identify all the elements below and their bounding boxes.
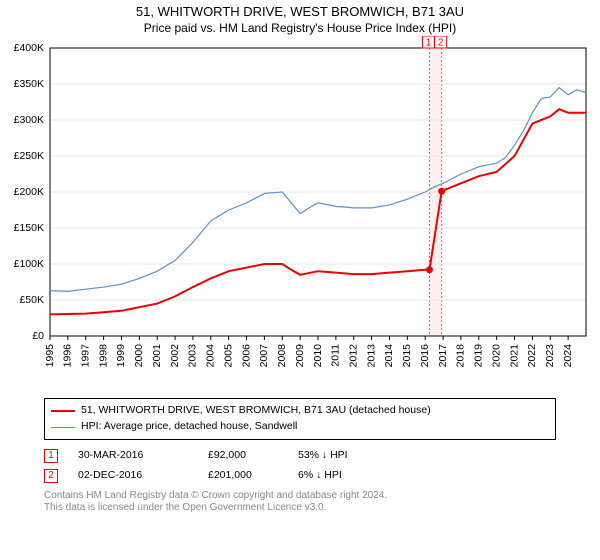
chart-area: £0 £50K £100K £150K £200K £250K £300K £350K £400…	[0, 36, 600, 396]
svg-text:2020: 2020	[490, 344, 502, 368]
svg-text:2007: 2007	[258, 344, 270, 368]
svg-text:2022: 2022	[526, 344, 538, 368]
svg-text:2015: 2015	[401, 344, 413, 368]
legend-swatch	[51, 427, 75, 428]
svg-text:2: 2	[438, 38, 444, 49]
svg-text:£400K: £400K	[14, 42, 44, 54]
svg-text:2013: 2013	[365, 344, 377, 368]
event-price: £92,000	[208, 446, 278, 466]
legend-swatch	[51, 410, 75, 412]
svg-text:1999: 1999	[115, 344, 127, 368]
legend-label: 51, WHITWORTH DRIVE, WEST BROMWICH, B71 …	[81, 403, 431, 419]
svg-text:2006: 2006	[240, 344, 252, 368]
event-badge: 2	[44, 469, 58, 483]
svg-text:2016: 2016	[419, 344, 431, 368]
legend-item: HPI: Average price, detached house, Sand…	[51, 419, 549, 435]
legend-item: 51, WHITWORTH DRIVE, WEST BROMWICH, B71 …	[51, 403, 549, 419]
svg-text:1996: 1996	[62, 344, 74, 368]
footnote-line: Contains HM Land Registry data © Crown c…	[44, 490, 556, 503]
svg-text:2017: 2017	[437, 344, 449, 368]
svg-text:£0: £0	[32, 330, 44, 342]
chart-subtitle: Price paid vs. HM Land Registry's House …	[0, 21, 600, 37]
svg-text:1998: 1998	[97, 344, 109, 368]
event-date: 02-DEC-2016	[78, 466, 188, 486]
event-price: £201,000	[208, 466, 278, 486]
svg-text:£150K: £150K	[14, 222, 44, 234]
svg-text:1997: 1997	[80, 344, 92, 368]
svg-text:1: 1	[426, 38, 432, 49]
svg-text:2005: 2005	[222, 344, 234, 368]
svg-text:£250K: £250K	[14, 150, 44, 162]
svg-text:2014: 2014	[383, 344, 395, 368]
svg-text:£350K: £350K	[14, 78, 44, 90]
svg-text:2012: 2012	[348, 344, 360, 368]
svg-text:2023: 2023	[544, 344, 556, 368]
event-row: 2 02-DEC-2016 £201,000 6% ↓ HPI	[44, 466, 556, 486]
legend: 51, WHITWORTH DRIVE, WEST BROMWICH, B71 …	[44, 398, 556, 440]
svg-text:2004: 2004	[205, 344, 217, 368]
event-delta: 6% ↓ HPI	[298, 466, 378, 486]
svg-text:2011: 2011	[330, 344, 342, 367]
footnote: Contains HM Land Registry data © Crown c…	[44, 490, 556, 515]
event-row: 1 30-MAR-2016 £92,000 53% ↓ HPI	[44, 446, 556, 466]
svg-text:£200K: £200K	[14, 186, 44, 198]
chart-title: 51, WHITWORTH DRIVE, WEST BROMWICH, B71 …	[0, 4, 600, 21]
svg-text:2001: 2001	[151, 344, 163, 368]
svg-text:2024: 2024	[562, 344, 574, 368]
event-date: 30-MAR-2016	[78, 446, 188, 466]
svg-text:2019: 2019	[473, 344, 485, 368]
event-badge: 1	[44, 449, 58, 463]
svg-text:2021: 2021	[508, 344, 520, 368]
event-delta: 53% ↓ HPI	[298, 446, 378, 466]
svg-text:2003: 2003	[187, 344, 199, 368]
svg-text:1995: 1995	[44, 344, 56, 368]
svg-text:2000: 2000	[133, 344, 145, 368]
legend-label: HPI: Average price, detached house, Sand…	[81, 419, 297, 435]
svg-text:2002: 2002	[169, 344, 181, 368]
svg-text:2008: 2008	[276, 344, 288, 368]
svg-text:2009: 2009	[294, 344, 306, 368]
footnote-line: This data is licensed under the Open Gov…	[44, 502, 556, 515]
svg-text:2010: 2010	[312, 344, 324, 368]
svg-text:£50K: £50K	[19, 294, 44, 306]
svg-text:£300K: £300K	[14, 114, 44, 126]
chart-header: 51, WHITWORTH DRIVE, WEST BROMWICH, B71 …	[0, 0, 600, 36]
svg-text:£100K: £100K	[14, 258, 44, 270]
events-table: 1 30-MAR-2016 £92,000 53% ↓ HPI 2 02-DEC…	[44, 446, 556, 486]
svg-text:2018: 2018	[455, 344, 467, 368]
line-chart-svg: £0 £50K £100K £150K £200K £250K £300K £350K £400…	[0, 36, 600, 396]
